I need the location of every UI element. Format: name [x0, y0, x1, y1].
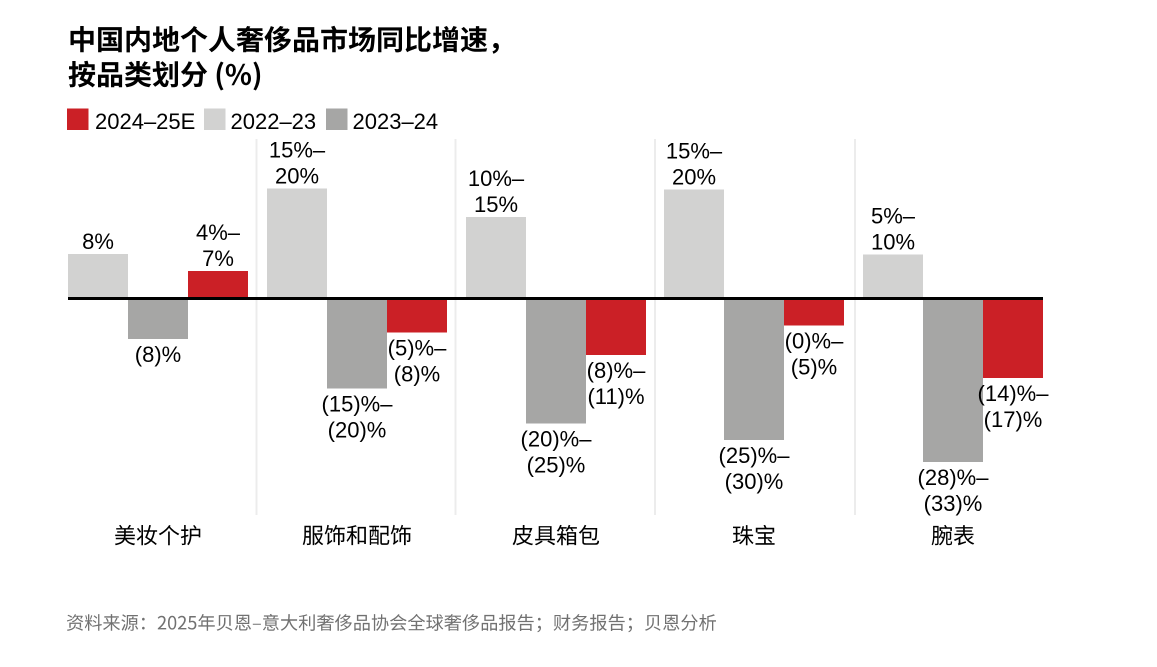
svg-text:(20)%–: (20)%–	[521, 427, 593, 452]
svg-text:4%–: 4%–	[196, 220, 241, 245]
svg-text:20%: 20%	[672, 165, 716, 190]
svg-text:2022–23: 2022–23	[231, 109, 317, 134]
svg-text:10%: 10%	[871, 230, 915, 255]
svg-text:7%: 7%	[202, 246, 234, 271]
svg-text:15%: 15%	[474, 192, 518, 217]
svg-text:(8)%: (8)%	[394, 362, 440, 387]
svg-text:(14)%–: (14)%–	[978, 381, 1050, 406]
svg-text:(11)%: (11)%	[587, 384, 644, 409]
svg-text:(5)%: (5)%	[791, 355, 837, 380]
svg-text:(8)%: (8)%	[135, 342, 181, 367]
svg-text:(15)%–: (15)%–	[322, 392, 394, 417]
svg-text:10%–: 10%–	[468, 166, 525, 191]
svg-text:(20)%: (20)%	[328, 418, 387, 443]
svg-text:(25)%–: (25)%–	[719, 443, 791, 468]
svg-text:(30)%: (30)%	[725, 469, 784, 494]
svg-text:2023–24: 2023–24	[353, 109, 439, 134]
svg-text:(17)%: (17)%	[984, 407, 1043, 432]
svg-text:2024–25E: 2024–25E	[95, 109, 195, 134]
svg-text:5%–: 5%–	[871, 204, 916, 229]
svg-text:8%: 8%	[82, 229, 114, 254]
svg-text:(25)%: (25)%	[527, 453, 586, 478]
svg-text:(0)%–: (0)%–	[785, 329, 844, 354]
svg-text:15%–: 15%–	[666, 139, 723, 164]
svg-text:(33)%: (33)%	[924, 491, 983, 516]
svg-text:15%–: 15%–	[269, 138, 326, 163]
svg-text:(28)%–: (28)%–	[918, 465, 990, 490]
svg-text:(8)%–: (8)%–	[587, 358, 646, 383]
svg-text:(5)%–: (5)%–	[388, 336, 447, 361]
svg-text:20%: 20%	[275, 164, 319, 189]
